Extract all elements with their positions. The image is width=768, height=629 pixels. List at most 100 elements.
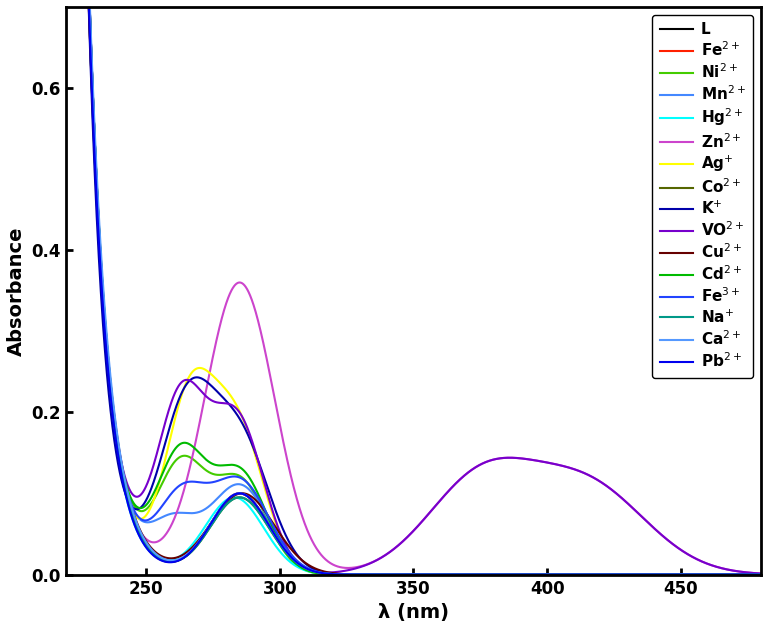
Line: Ca$^{2+}$: Ca$^{2+}$ xyxy=(66,0,761,575)
Hg$^{2+}$ xyxy=(182,547,191,555)
Cu$^{2+}$ xyxy=(743,571,752,579)
Ca$^{2+}$ xyxy=(668,571,677,579)
Cu$^{2+}$ xyxy=(668,571,677,579)
L xyxy=(756,571,766,579)
Co$^{2+}$ xyxy=(668,571,677,579)
VO$^{2+}$ xyxy=(743,569,752,576)
VO$^{2+}$ xyxy=(182,376,191,384)
Line: Pb$^{2+}$: Pb$^{2+}$ xyxy=(66,0,761,575)
VO$^{2+}$ xyxy=(668,540,677,548)
Pb$^{2+}$ xyxy=(182,552,191,560)
Ni$^{2+}$ xyxy=(743,571,752,579)
Hg$^{2+}$ xyxy=(743,571,752,579)
Fe$^{3+}$ xyxy=(358,571,367,579)
Ag$^{+}$ xyxy=(756,571,766,579)
Fe$^{2+}$ xyxy=(141,540,150,548)
X-axis label: λ (nm): λ (nm) xyxy=(378,603,449,622)
Hg$^{2+}$ xyxy=(141,542,150,550)
Line: L: L xyxy=(66,0,761,575)
Ca$^{2+}$ xyxy=(756,571,766,579)
Fe$^{2+}$ xyxy=(756,571,766,579)
Hg$^{2+}$ xyxy=(756,571,766,579)
Cd$^{2+}$ xyxy=(668,571,677,579)
Line: Na$^{+}$: Na$^{+}$ xyxy=(66,0,761,575)
VO$^{2+}$ xyxy=(328,569,337,576)
L xyxy=(358,571,367,579)
Mn$^{2+}$ xyxy=(756,571,766,579)
Ag$^{+}$ xyxy=(358,571,367,579)
Line: Hg$^{2+}$: Hg$^{2+}$ xyxy=(66,0,761,575)
Cu$^{2+}$ xyxy=(328,569,337,577)
Line: K$^{+}$: K$^{+}$ xyxy=(66,0,761,575)
K$^{+}$ xyxy=(182,381,191,388)
Fe$^{3+}$ xyxy=(756,571,766,579)
VO$^{2+}$ xyxy=(141,484,150,492)
L xyxy=(141,541,150,548)
Ca$^{2+}$ xyxy=(358,571,367,579)
Fe$^{3+}$ xyxy=(328,571,337,578)
Cd$^{2+}$ xyxy=(358,571,367,579)
Line: Zn$^{2+}$: Zn$^{2+}$ xyxy=(66,0,761,574)
Mn$^{2+}$ xyxy=(328,571,337,578)
Cu$^{2+}$ xyxy=(756,571,766,579)
Co$^{2+}$ xyxy=(358,571,367,579)
Line: Ni$^{2+}$: Ni$^{2+}$ xyxy=(66,0,761,575)
Line: Cu$^{2+}$: Cu$^{2+}$ xyxy=(66,0,761,575)
K$^{+}$ xyxy=(756,571,766,579)
Pb$^{2+}$ xyxy=(328,571,337,578)
Ag$^{+}$ xyxy=(141,513,150,520)
Co$^{2+}$ xyxy=(328,571,337,578)
Ag$^{+}$ xyxy=(182,379,191,386)
Fe$^{2+}$ xyxy=(328,571,337,578)
Pb$^{2+}$ xyxy=(743,571,752,579)
Ni$^{2+}$ xyxy=(328,571,337,578)
Ni$^{2+}$ xyxy=(141,506,150,514)
Na$^{+}$ xyxy=(328,571,337,578)
Ni$^{2+}$ xyxy=(756,571,766,579)
Ca$^{2+}$ xyxy=(743,571,752,579)
Fe$^{3+}$ xyxy=(182,479,191,486)
Line: VO$^{2+}$: VO$^{2+}$ xyxy=(66,0,761,574)
L xyxy=(743,571,752,579)
Line: Mn$^{2+}$: Mn$^{2+}$ xyxy=(66,0,761,575)
Fe$^{2+}$ xyxy=(182,552,191,559)
L xyxy=(668,571,677,579)
Line: Fe$^{2+}$: Fe$^{2+}$ xyxy=(66,0,761,575)
Ag$^{+}$ xyxy=(328,571,337,578)
Line: Fe$^{3+}$: Fe$^{3+}$ xyxy=(66,0,761,575)
Na$^{+}$ xyxy=(743,571,752,579)
Y-axis label: Absorbance: Absorbance xyxy=(7,226,26,355)
Fe$^{3+}$ xyxy=(668,571,677,579)
Ca$^{2+}$ xyxy=(141,537,150,545)
Cd$^{2+}$ xyxy=(328,571,337,578)
Na$^{+}$ xyxy=(358,571,367,579)
Ag$^{+}$ xyxy=(743,571,752,579)
VO$^{2+}$ xyxy=(756,570,766,577)
Co$^{2+}$ xyxy=(141,539,150,547)
Fe$^{2+}$ xyxy=(668,571,677,579)
Cu$^{2+}$ xyxy=(358,571,367,578)
Hg$^{2+}$ xyxy=(328,571,337,578)
Na$^{+}$ xyxy=(756,571,766,579)
Fe$^{3+}$ xyxy=(743,571,752,579)
Mn$^{2+}$ xyxy=(743,571,752,579)
K$^{+}$ xyxy=(743,571,752,579)
Legend: L, Fe$^{2+}$, Ni$^{2+}$, Mn$^{2+}$, Hg$^{2+}$, Zn$^{2+}$, Ag$^{+}$, Co$^{2+}$, K: L, Fe$^{2+}$, Ni$^{2+}$, Mn$^{2+}$, Hg$^… xyxy=(652,14,753,377)
K$^{+}$ xyxy=(358,571,367,579)
L xyxy=(182,552,191,559)
Na$^{+}$ xyxy=(141,539,150,547)
Fe$^{2+}$ xyxy=(358,571,367,579)
Pb$^{2+}$ xyxy=(141,542,150,550)
Mn$^{2+}$ xyxy=(141,518,150,526)
Cd$^{2+}$ xyxy=(743,571,752,579)
Line: Cd$^{2+}$: Cd$^{2+}$ xyxy=(66,0,761,575)
L xyxy=(328,571,337,578)
Ni$^{2+}$ xyxy=(668,571,677,579)
Pb$^{2+}$ xyxy=(756,571,766,579)
Zn$^{2+}$ xyxy=(668,540,677,548)
Mn$^{2+}$ xyxy=(182,509,191,517)
Pb$^{2+}$ xyxy=(358,571,367,579)
Ni$^{2+}$ xyxy=(358,571,367,579)
Cd$^{2+}$ xyxy=(182,439,191,447)
Zn$^{2+}$ xyxy=(182,477,191,485)
